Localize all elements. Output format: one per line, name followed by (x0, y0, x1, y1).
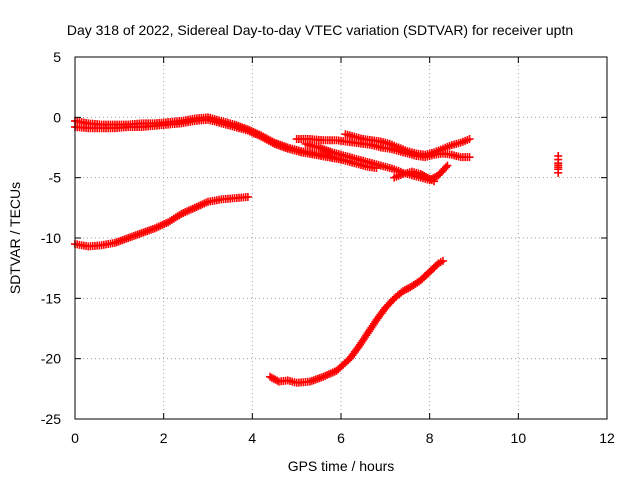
data-point (438, 256, 447, 265)
data-point (430, 177, 439, 186)
y-axis-label: SDTVAR / TECUs (7, 182, 23, 294)
x-tick-label: 12 (599, 430, 615, 446)
data-point (243, 192, 252, 201)
data-points (71, 113, 563, 387)
y-tick-label: 5 (53, 49, 61, 65)
series-track-g (554, 151, 563, 177)
y-tick-label: 0 (53, 109, 61, 125)
y-tick-label: -10 (41, 230, 61, 246)
y-tick-label: -20 (41, 351, 61, 367)
x-tick-label: 10 (511, 430, 527, 446)
grid-lines (75, 57, 607, 419)
y-tick-label: -5 (49, 170, 62, 186)
x-tick-label: 2 (160, 430, 168, 446)
x-tick-label: 8 (426, 430, 434, 446)
series-track-h (71, 192, 252, 251)
series-track-f (390, 167, 439, 186)
x-tick-label: 4 (248, 430, 256, 446)
x-tick-label: 0 (71, 430, 79, 446)
data-point (465, 153, 474, 162)
x-tick-label: 6 (337, 430, 345, 446)
x-axis-label: GPS time / hours (288, 458, 395, 474)
data-point (443, 161, 452, 170)
axis-ticks: 0 2 4 6 8 10 12 5 0 -5 -10 -15 -20 -25 (41, 49, 615, 446)
series-track-b (71, 115, 345, 164)
y-tick-label: -15 (41, 290, 61, 306)
chart-title: Day 318 of 2022, Sidereal Day-to-day VTE… (67, 22, 573, 38)
data-point (441, 163, 450, 172)
y-tick-label: -25 (41, 411, 61, 427)
series-track-d (341, 130, 474, 159)
data-point (465, 135, 474, 144)
data-point (554, 168, 563, 177)
series-track-i (266, 256, 447, 387)
